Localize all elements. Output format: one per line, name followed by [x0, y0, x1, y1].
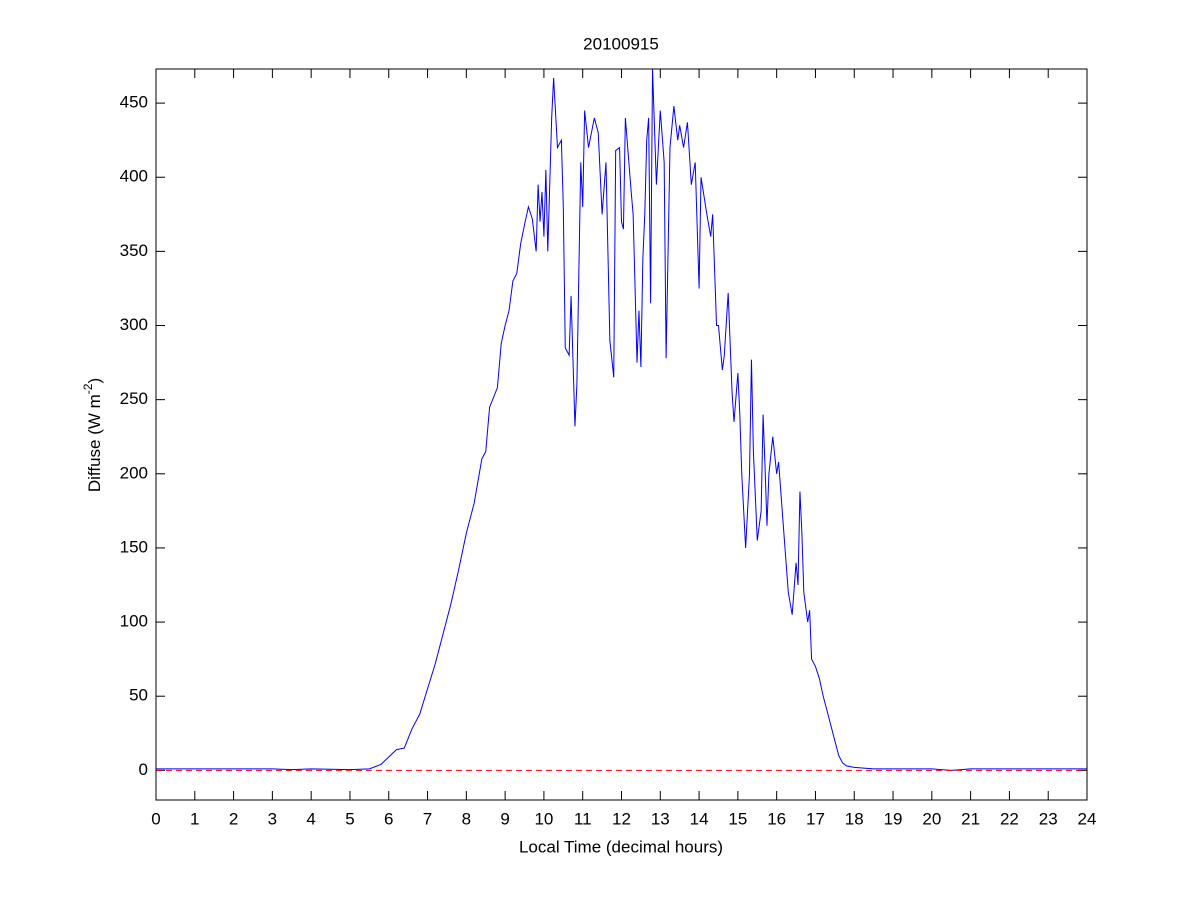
x-tick-label: 14 — [690, 809, 709, 828]
chart-title: 20100915 — [583, 34, 659, 53]
y-tick-label: 100 — [120, 612, 148, 631]
y-tick-label: 0 — [139, 760, 148, 779]
y-tick-label: 350 — [120, 241, 148, 260]
x-tick-label: 6 — [384, 809, 393, 828]
x-tick-label: 3 — [268, 809, 277, 828]
x-axis-label: Local Time (decimal hours) — [519, 837, 723, 856]
x-tick-label: 15 — [728, 809, 747, 828]
x-tick-label: 11 — [574, 809, 592, 828]
x-tick-label: 9 — [500, 809, 509, 828]
y-tick-label: 200 — [120, 463, 148, 482]
x-tick-label: 20 — [922, 809, 941, 828]
x-tick-label: 21 — [961, 809, 980, 828]
x-tick-label: 1 — [190, 809, 199, 828]
x-tick-label: 5 — [345, 809, 354, 828]
x-tick-label: 17 — [806, 809, 825, 828]
x-tick-label: 23 — [1039, 809, 1058, 828]
y-tick-label: 50 — [129, 686, 148, 705]
x-tick-label: 0 — [151, 809, 160, 828]
y-tick-label: 150 — [120, 537, 148, 556]
y-label-text: Diffuse (W m — [85, 394, 104, 492]
y-tick-label: 300 — [120, 315, 148, 334]
x-tick-label: 2 — [229, 809, 238, 828]
x-tick-label: 10 — [534, 809, 553, 828]
x-tick-label: 13 — [651, 809, 670, 828]
x-tick-label: 22 — [1000, 809, 1019, 828]
x-tick-label: 4 — [306, 809, 315, 828]
plot-frame — [155, 68, 1088, 801]
x-tick-label: 18 — [845, 809, 864, 828]
x-tick-label: 12 — [612, 809, 631, 828]
series-line — [156, 68, 1087, 771]
x-tick-label: 24 — [1078, 809, 1097, 828]
x-tick-label: 8 — [462, 809, 471, 828]
y-label-end: ) — [85, 378, 104, 384]
x-tick-label: 7 — [423, 809, 432, 828]
y-tick-label: 450 — [120, 93, 148, 112]
y-tick-label: 400 — [120, 167, 148, 186]
x-tick-label: 19 — [884, 809, 903, 828]
x-tick-label: 16 — [767, 809, 786, 828]
y-axis-label: Diffuse (W m-2) — [81, 378, 104, 492]
y-label-sup: -2 — [81, 383, 95, 394]
y-tick-label: 250 — [120, 389, 148, 408]
